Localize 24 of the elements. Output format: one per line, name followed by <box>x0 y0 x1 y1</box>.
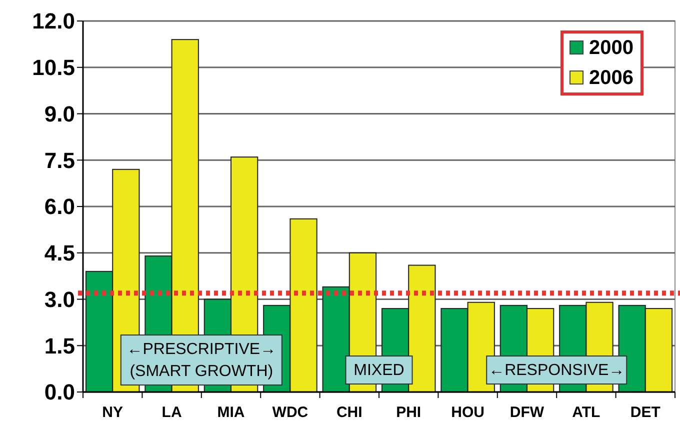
x-tick-label: NY <box>102 404 124 421</box>
x-tick-label: CHI <box>336 404 362 421</box>
legend-label: 2000 <box>589 37 634 59</box>
y-tick-label: 9.0 <box>44 101 75 126</box>
y-tick-label: 1.5 <box>44 333 75 358</box>
y-tick-label: 3.0 <box>44 286 75 312</box>
y-tick-label: 6.0 <box>44 194 75 220</box>
x-tick-label: ATL <box>572 404 600 421</box>
y-tick-label: 4.5 <box>44 240 75 266</box>
x-tick-label: DET <box>630 404 660 421</box>
x-tick-label: LA <box>162 404 182 421</box>
x-tick-label: DFW <box>510 404 545 421</box>
y-tick-label: 12.0 <box>32 8 75 34</box>
x-tick-label: PHI <box>396 404 422 421</box>
y-tick-label: 7.5 <box>44 148 75 173</box>
x-tick-label: HOU <box>451 404 484 421</box>
x-tick-label: WDC <box>272 404 308 421</box>
x-tick-label: MIA <box>217 404 245 421</box>
legend-label: 2006 <box>589 67 634 89</box>
annotation: ←RESPONSIVE→ <box>488 362 625 379</box>
annotation: MIXED <box>354 362 404 379</box>
annotation: ←PRESCRIPTIVE→ (SMART GROWTH) <box>126 341 276 380</box>
y-tick-label: 10.5 <box>32 55 75 80</box>
y-tick-label: 0.0 <box>44 380 75 405</box>
